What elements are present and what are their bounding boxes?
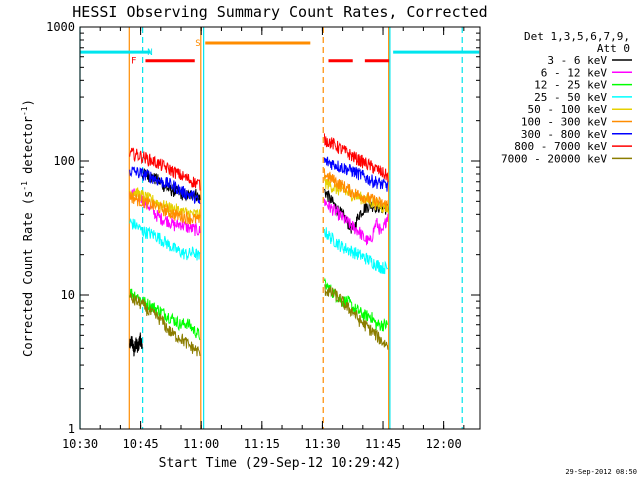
- y-axis-label-end: ): [21, 99, 35, 106]
- legend-header-detectors: Det 1,3,5,6,7,9,: [524, 30, 630, 43]
- plot-frame: [79, 26, 481, 430]
- x-tick-label-4: 11:30: [304, 437, 340, 451]
- legend-label-2: 12 - 25 keV: [534, 79, 607, 92]
- series-line-8-seg-0: [129, 292, 201, 357]
- legend-label-7: 800 - 7000 keV: [514, 140, 607, 153]
- series-line-5-seg-1: [323, 168, 389, 213]
- x-axis-ticks: 10:30 10:45 11:00 11:15 11:30 11:45 12:00: [62, 27, 465, 451]
- series-line-1-seg-0: [129, 188, 201, 237]
- flag-label-f: F: [131, 57, 136, 67]
- series-line-1-seg-1: [323, 198, 389, 246]
- series-line-8-seg-1: [324, 284, 389, 350]
- legend-label-4: 50 - 100 keV: [528, 103, 608, 116]
- x-tick-label-6: 12:00: [426, 437, 462, 451]
- series-line-3-seg-1: [323, 227, 388, 275]
- legend-label-1: 6 - 12 keV: [541, 66, 608, 79]
- series-line-6-seg-1: [323, 156, 389, 192]
- legend-label-8: 7000 - 20000 keV: [501, 152, 607, 165]
- series-line-5-seg-0: [129, 191, 201, 225]
- y-tick-label-0: 1: [68, 422, 75, 436]
- x-tick-label-2: 11:00: [183, 437, 219, 451]
- legend-label-0: 3 - 6 keV: [547, 54, 607, 67]
- series-line-3-seg-0: [129, 218, 201, 261]
- y-axis-label-mid: detector: [21, 116, 35, 181]
- y-tick-label-2: 100: [53, 154, 75, 168]
- legend-header-attenuator: Att 0: [597, 42, 630, 55]
- y-axis-label: Corrected Count Rate (s-1 detector-1): [20, 99, 35, 357]
- x-tick-label-5: 11:45: [365, 437, 401, 451]
- x-axis-label: Start Time (29-Sep-12 10:29:42): [159, 456, 402, 471]
- y-tick-label-1: 10: [61, 288, 75, 302]
- series-line-0-seg-0: [129, 332, 143, 357]
- y-tick-label-3: 1000: [46, 20, 75, 34]
- x-tick-label-0: 10:30: [62, 437, 98, 451]
- flag-label-n: N: [147, 48, 152, 58]
- series-line-7-seg-1: [323, 133, 389, 183]
- y-axis-label-main: Corrected Count Rate (s: [21, 191, 35, 357]
- flag-bars: F N S: [80, 39, 480, 67]
- series-lines: [129, 133, 389, 357]
- y-axis-label-sup1: -1: [20, 181, 29, 191]
- legend-label-3: 25 - 50 keV: [534, 91, 607, 104]
- legend-label-5: 100 - 300 keV: [521, 116, 607, 129]
- flag-label-s: S: [195, 39, 200, 49]
- series-line-6-seg-0: [129, 166, 201, 205]
- series-line-7-seg-0: [129, 147, 201, 191]
- chart-title: HESSI Observing Summary Count Rates, Cor…: [72, 3, 487, 21]
- footer-timestamp: 29-Sep-2012 08:50: [565, 468, 637, 476]
- legend-label-6: 300 - 800 keV: [521, 128, 607, 141]
- y-axis-ticks: 1 10 100 1000: [46, 20, 480, 436]
- x-tick-label-3: 11:15: [244, 437, 280, 451]
- y-axis-label-sup2: -1: [20, 106, 29, 116]
- x-tick-label-1: 10:45: [123, 437, 159, 451]
